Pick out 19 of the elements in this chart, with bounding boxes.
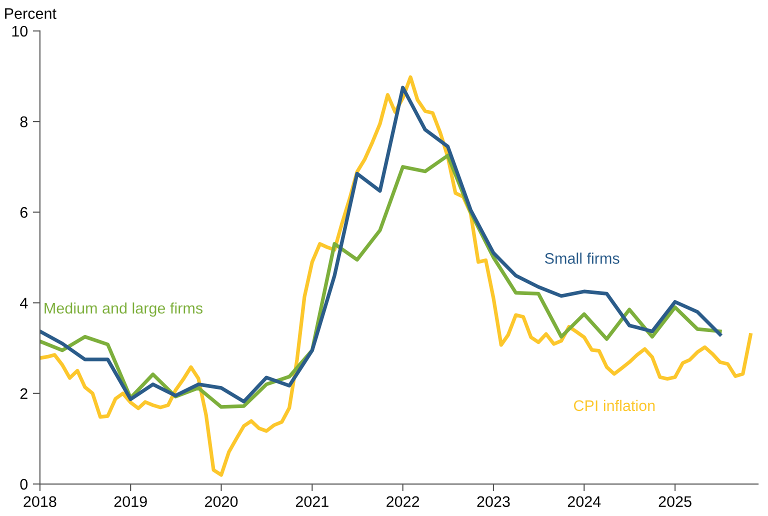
x-tick-label: 2025	[658, 496, 692, 508]
series-label: CPI inflation	[574, 400, 655, 412]
y-tick-label: 0	[20, 478, 28, 490]
y-tick-label: 10	[12, 26, 28, 37]
x-tick-label: 2019	[114, 496, 147, 508]
y-axis-title: Percent	[5, 8, 56, 19]
x-tick-label: 2022	[386, 496, 420, 508]
y-tick-label: 8	[20, 116, 28, 128]
x-tick-label: 2020	[205, 496, 238, 508]
x-tick-label: 2023	[477, 496, 510, 508]
x-tick-label: 2018	[24, 496, 56, 508]
x-tick-label: 2021	[296, 496, 328, 508]
x-tick-label: 2024	[568, 496, 601, 508]
line-series	[40, 75, 752, 477]
y-tick-label: 6	[20, 207, 28, 218]
y-tick-label: 4	[20, 298, 28, 308]
series-label: Small firms	[545, 252, 620, 264]
series-label: Medium and large firms	[44, 302, 202, 317]
y-tick-label: 2	[20, 388, 28, 399]
